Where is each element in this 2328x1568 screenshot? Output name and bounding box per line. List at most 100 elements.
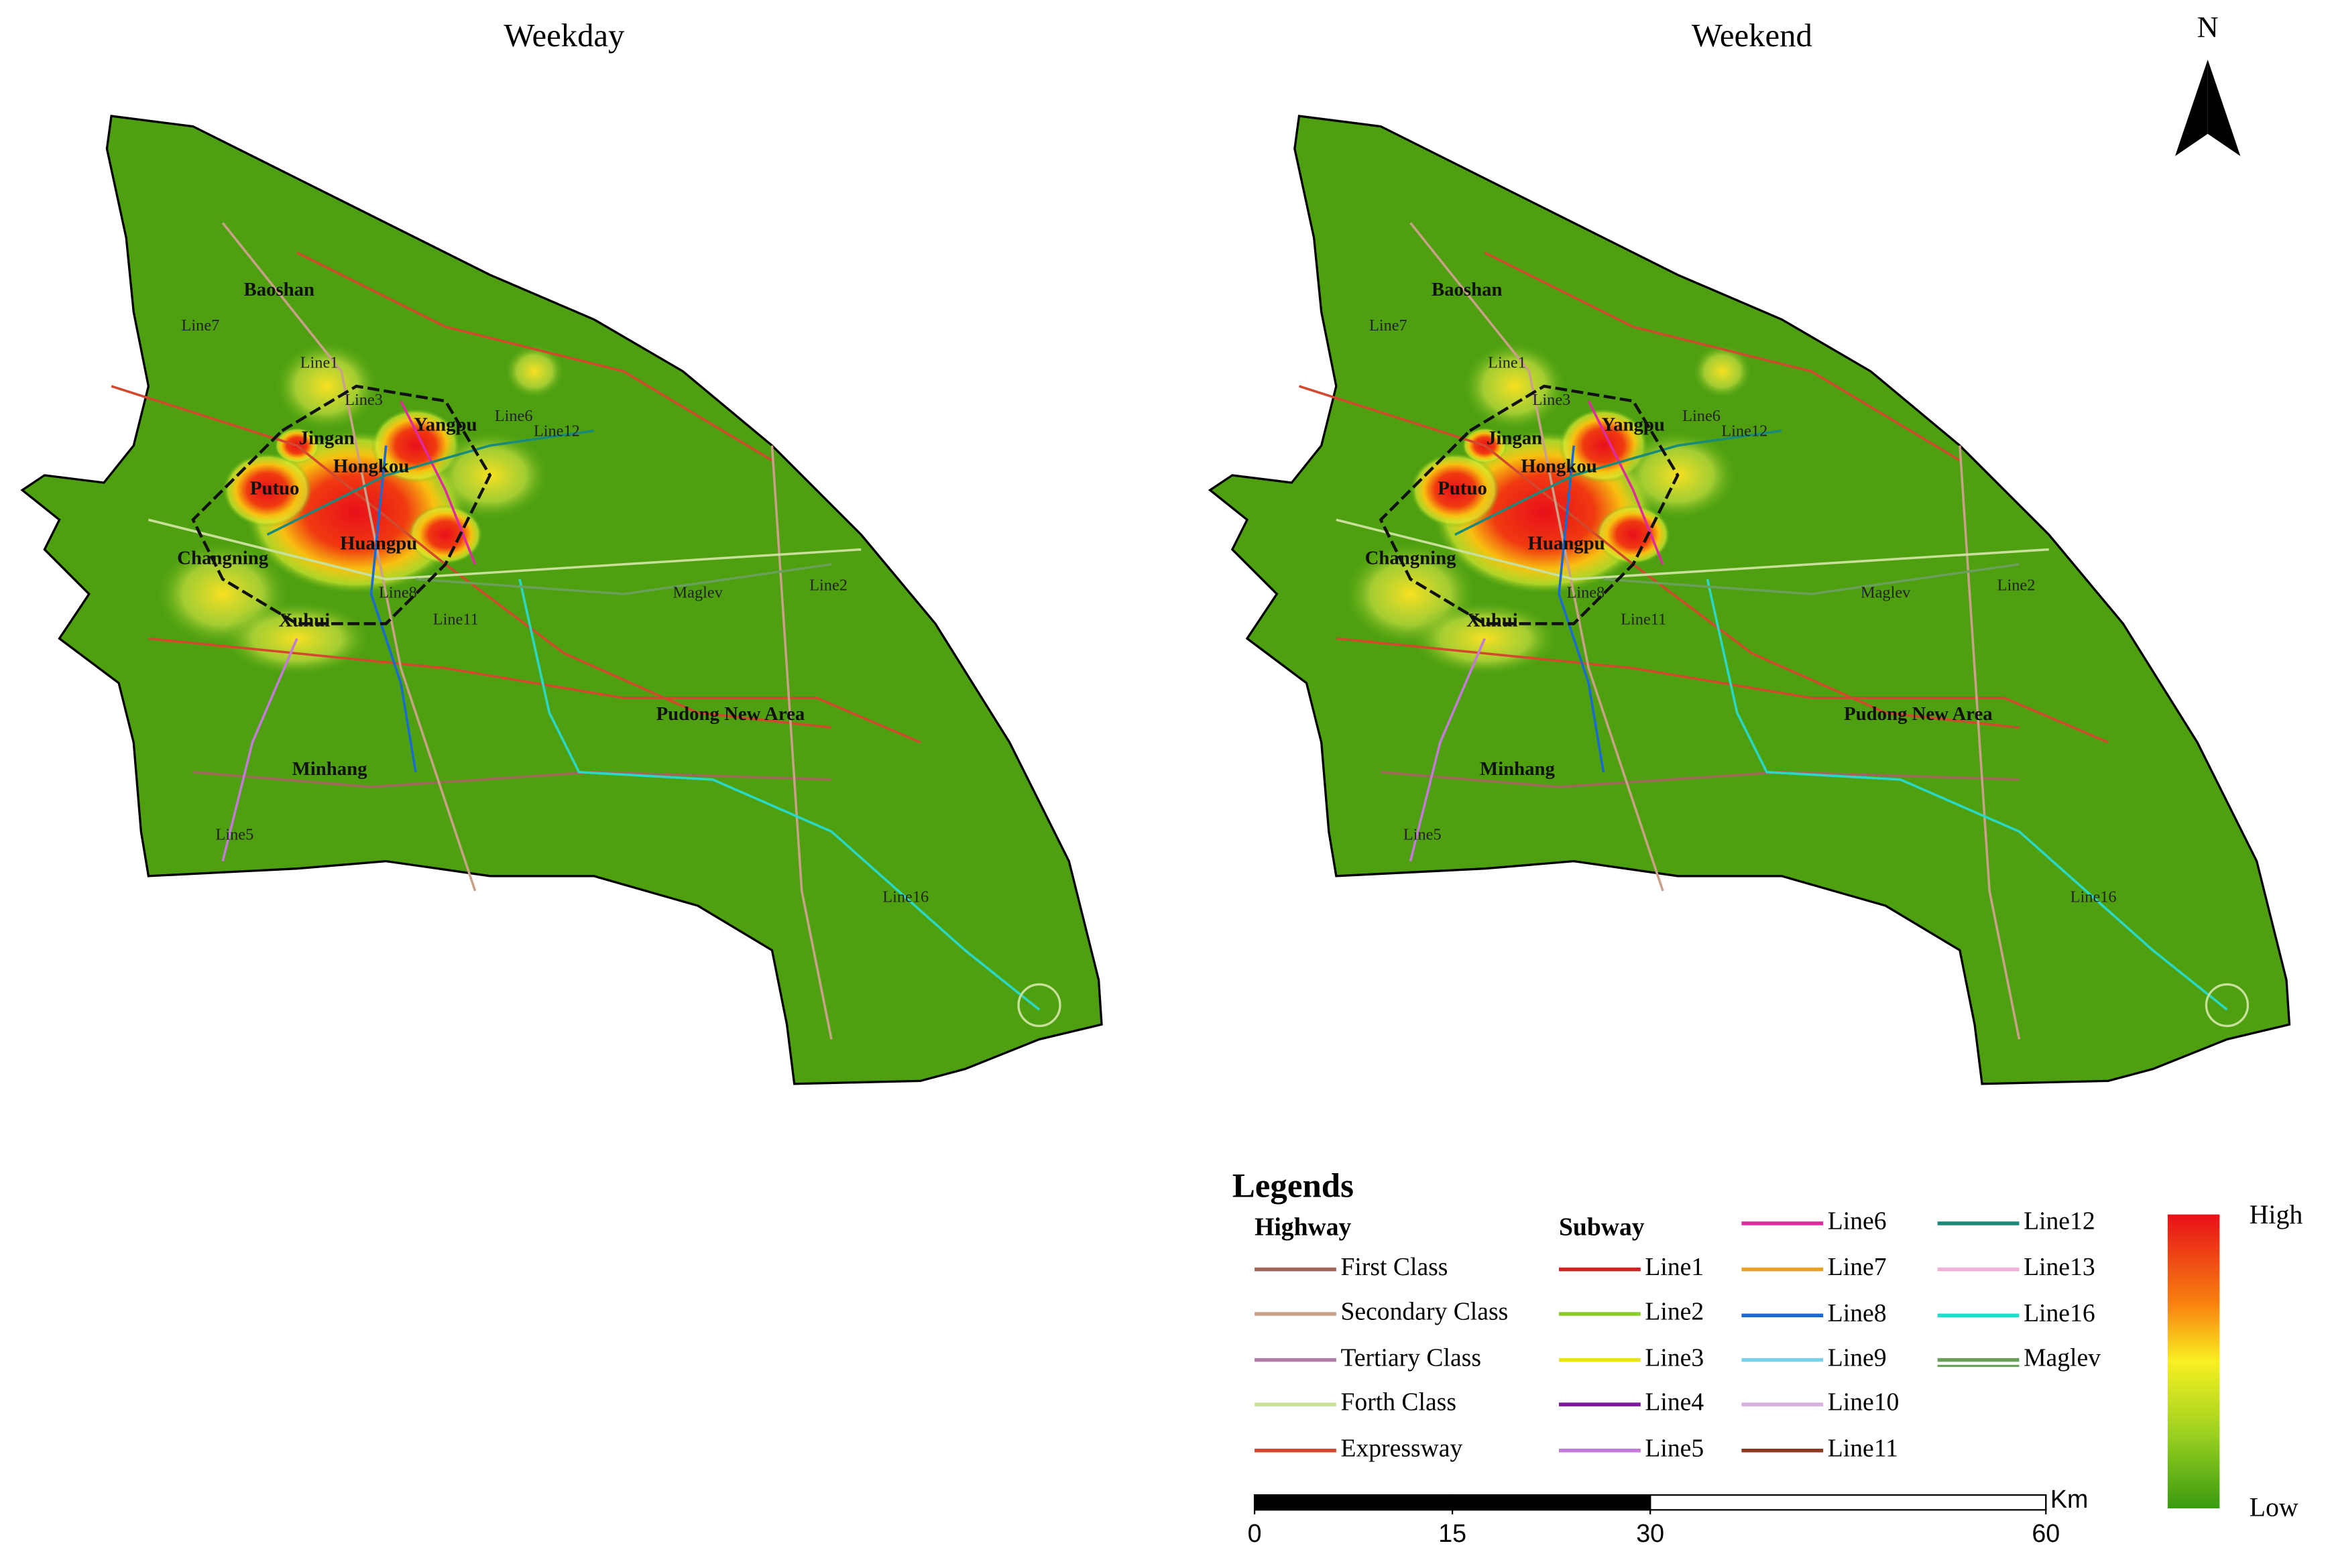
legend-label: Line1 bbox=[1645, 1253, 1704, 1281]
line-label: Line7 bbox=[182, 316, 220, 335]
line-label: Line2 bbox=[809, 577, 848, 595]
place-label: Huangpu bbox=[340, 533, 417, 554]
arrow-right bbox=[2207, 59, 2241, 156]
line-label: Line16 bbox=[882, 888, 929, 906]
route bbox=[1381, 771, 2020, 788]
line-label: Line7 bbox=[1369, 316, 1407, 335]
route bbox=[148, 518, 862, 581]
route bbox=[111, 385, 832, 729]
legend-title: Legends bbox=[1232, 1168, 1354, 1205]
line-label: Line8 bbox=[379, 584, 417, 602]
highway-title: Highway bbox=[1255, 1213, 1351, 1241]
place-label: Jingan bbox=[299, 427, 355, 448]
legend-label: Secondary Class bbox=[1341, 1298, 1509, 1326]
scale-tick-label: 0 bbox=[1248, 1519, 1262, 1547]
heat-spot bbox=[274, 341, 379, 431]
line-label: Line3 bbox=[345, 391, 383, 409]
district-border bbox=[1379, 384, 1680, 625]
place-label: Minhang bbox=[292, 758, 368, 780]
legend-label: Line9 bbox=[1828, 1343, 1887, 1372]
line-label: Line5 bbox=[215, 826, 253, 844]
route bbox=[1484, 251, 1961, 462]
route bbox=[770, 445, 833, 1040]
route bbox=[192, 771, 832, 788]
place-label: Changning bbox=[177, 548, 269, 569]
route bbox=[296, 251, 773, 462]
route bbox=[1454, 429, 1782, 536]
scale-segment bbox=[1649, 1494, 2047, 1511]
route bbox=[1336, 518, 2049, 581]
north-label: N bbox=[2197, 11, 2219, 44]
line-label: Maglev bbox=[673, 584, 723, 602]
place-label: Hongkou bbox=[1521, 455, 1597, 477]
line-label: Line5 bbox=[1403, 826, 1442, 844]
legend-label: Line10 bbox=[1828, 1388, 1900, 1416]
place-label: Yangpu bbox=[1602, 414, 1665, 435]
place-label: Pudong New Area bbox=[1844, 703, 1993, 725]
arrow-left bbox=[2174, 59, 2208, 156]
legend-label: Line12 bbox=[2024, 1207, 2095, 1235]
legend-label: Expressway bbox=[1341, 1434, 1463, 1462]
scale-segment bbox=[1253, 1494, 1454, 1511]
scale-unit: Km bbox=[2050, 1485, 2088, 1513]
route bbox=[221, 638, 298, 862]
heat-spot bbox=[1462, 341, 1567, 431]
line-label: Line6 bbox=[1682, 407, 1721, 425]
line-label: Line11 bbox=[1621, 611, 1666, 629]
maps: WeekdayBaoshanJinganYangpuHongkouPutuoCh… bbox=[20, 17, 2291, 1085]
place-label: Putuo bbox=[1438, 478, 1487, 499]
place-label: Jingan bbox=[1487, 427, 1542, 448]
map-title: Weekday bbox=[504, 17, 625, 54]
legend-label: Line13 bbox=[2024, 1253, 2095, 1281]
legend-label: Line16 bbox=[2024, 1299, 2095, 1327]
route bbox=[400, 400, 477, 565]
line-label: Line3 bbox=[1533, 391, 1571, 409]
legend-label: Line3 bbox=[1645, 1343, 1704, 1372]
place-label: Huangpu bbox=[1528, 533, 1605, 554]
legend-label: Line4 bbox=[1645, 1388, 1704, 1416]
line-label: Line12 bbox=[534, 422, 580, 440]
scale-tick-label: 60 bbox=[2032, 1519, 2060, 1547]
scale-tick-label: 30 bbox=[1636, 1519, 1664, 1547]
scale-tick-label: 15 bbox=[1438, 1519, 1466, 1547]
route bbox=[1409, 638, 1486, 862]
line-label: Line1 bbox=[1488, 353, 1526, 371]
line-label: Line12 bbox=[1721, 422, 1767, 440]
place-label: Baoshan bbox=[244, 279, 315, 300]
place-label: Yangpu bbox=[414, 414, 477, 435]
legend-label: Line2 bbox=[1645, 1298, 1704, 1326]
route bbox=[518, 579, 1041, 1011]
heat-spot bbox=[1410, 453, 1500, 528]
legend-label: Line11 bbox=[1828, 1434, 1898, 1462]
scale-segment bbox=[1452, 1494, 1651, 1511]
line-label: Line16 bbox=[2071, 888, 2117, 906]
route bbox=[369, 445, 417, 773]
heat-spot bbox=[1692, 345, 1752, 398]
line-label: Line11 bbox=[433, 611, 479, 629]
route bbox=[221, 222, 477, 892]
legend-label: Line6 bbox=[1828, 1207, 1887, 1235]
map-title: Weekend bbox=[1692, 17, 1812, 54]
scale-bar: 0 15 30 60 Km bbox=[1248, 1485, 2089, 1547]
subway-title: Subway bbox=[1559, 1213, 1645, 1241]
place-label: Changning bbox=[1365, 548, 1457, 569]
color-high: High bbox=[2250, 1199, 2303, 1229]
route bbox=[266, 429, 594, 536]
route bbox=[1959, 445, 2021, 1040]
legend-label: Tertiary Class bbox=[1341, 1343, 1481, 1372]
legend-label: Forth Class bbox=[1341, 1388, 1456, 1416]
place-label: Baoshan bbox=[1432, 279, 1503, 300]
ring-road bbox=[2205, 983, 2250, 1028]
heat-spot bbox=[223, 453, 312, 528]
line-label: Maglev bbox=[1861, 584, 1911, 602]
legend-label: First Class bbox=[1341, 1253, 1448, 1281]
route bbox=[1603, 563, 2020, 595]
route bbox=[1706, 579, 2228, 1011]
place-label: Xuhui bbox=[1466, 610, 1518, 631]
place-label: Xuhui bbox=[279, 610, 331, 631]
color-low: Low bbox=[2250, 1492, 2298, 1522]
north-arrow: N bbox=[2174, 11, 2241, 156]
route bbox=[1298, 385, 2020, 729]
